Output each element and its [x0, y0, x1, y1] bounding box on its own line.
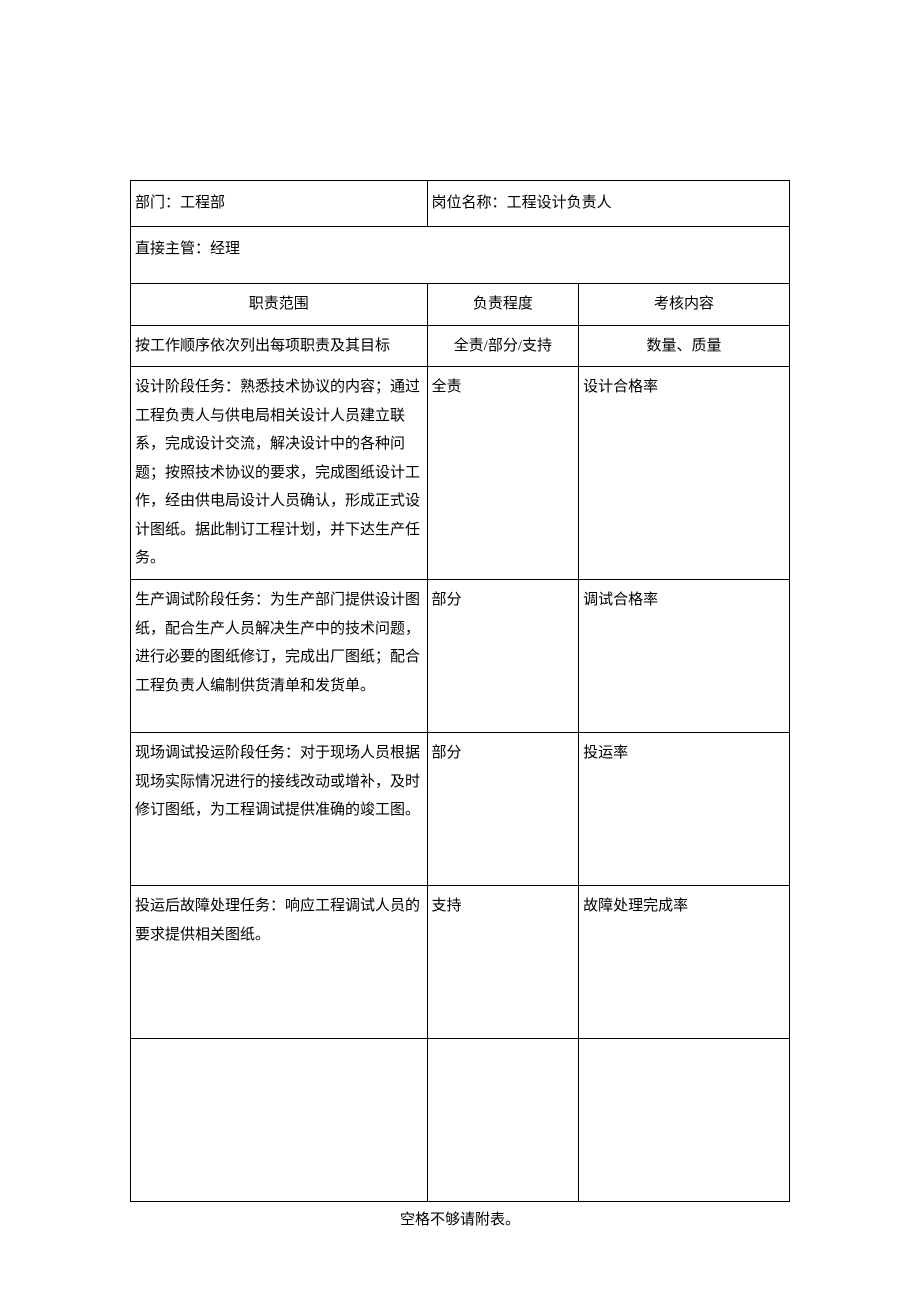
assessment-desc: 数量、质量: [579, 325, 790, 367]
scope-desc: 按工作顺序依次列出每项职责及其目标: [131, 325, 428, 367]
scope-cell: 投运后故障处理任务：响应工程调试人员的要求提供相关图纸。: [131, 886, 428, 1039]
subheader-row: 按工作顺序依次列出每项职责及其目标 全责/部分/支持 数量、质量: [131, 325, 790, 367]
table-row: 现场调试投运阶段任务：对于现场人员根据现场实际情况进行的接线改动或增补，及时修订…: [131, 733, 790, 886]
assessment-cell: 投运率: [579, 733, 790, 886]
scope-cell: 生产调试阶段任务：为生产部门提供设计图纸，配合生产人员解决生产中的技术问题，进行…: [131, 580, 428, 733]
assessment-cell: 设计合格率: [579, 367, 790, 580]
degree-desc: 全责/部分/支持: [427, 325, 579, 367]
degree-cell: 全责: [427, 367, 579, 580]
scope-cell: 现场调试投运阶段任务：对于现场人员根据现场实际情况进行的接线改动或增补，及时修订…: [131, 733, 428, 886]
supervisor-value: 经理: [210, 241, 240, 257]
col-scope-header: 职责范围: [131, 284, 428, 326]
header-row-1: 部门：工程部 岗位名称：工程设计负责人: [131, 181, 790, 227]
table-row: 设计阶段任务：熟悉技术协议的内容；通过工程负责人与供电局相关设计人员建立联系，完…: [131, 367, 790, 580]
assessment-cell: 故障处理完成率: [579, 886, 790, 1039]
table-row: 生产调试阶段任务：为生产部门提供设计图纸，配合生产人员解决生产中的技术问题，进行…: [131, 580, 790, 733]
position-cell: 岗位名称：工程设计负责人: [427, 181, 789, 227]
department-cell: 部门：工程部: [131, 181, 428, 227]
degree-cell: 支持: [427, 886, 579, 1039]
degree-cell: 部分: [427, 733, 579, 886]
header-row-2: 直接主管：经理: [131, 226, 790, 284]
footnote-text: 空格不够请附表。: [130, 1208, 790, 1229]
scope-cell: 设计阶段任务：熟悉技术协议的内容；通过工程负责人与供电局相关设计人员建立联系，完…: [131, 367, 428, 580]
degree-cell: 部分: [427, 580, 579, 733]
column-header-row: 职责范围 负责程度 考核内容: [131, 284, 790, 326]
supervisor-label: 直接主管：: [135, 241, 210, 257]
department-value: 工程部: [180, 195, 225, 211]
job-description-table: 部门：工程部 岗位名称：工程设计负责人 直接主管：经理 职责范围 负责程度 考核…: [130, 180, 790, 1202]
scope-cell-empty: [131, 1039, 428, 1202]
col-assessment-header: 考核内容: [579, 284, 790, 326]
table-row: 投运后故障处理任务：响应工程调试人员的要求提供相关图纸。 支持 故障处理完成率: [131, 886, 790, 1039]
degree-cell-empty: [427, 1039, 579, 1202]
supervisor-cell: 直接主管：经理: [131, 226, 790, 284]
assessment-cell-empty: [579, 1039, 790, 1202]
assessment-cell: 调试合格率: [579, 580, 790, 733]
position-value: 工程设计负责人: [507, 195, 612, 211]
table-row-empty: [131, 1039, 790, 1202]
col-degree-header: 负责程度: [427, 284, 579, 326]
department-label: 部门：: [135, 195, 180, 211]
position-label: 岗位名称：: [432, 195, 507, 211]
